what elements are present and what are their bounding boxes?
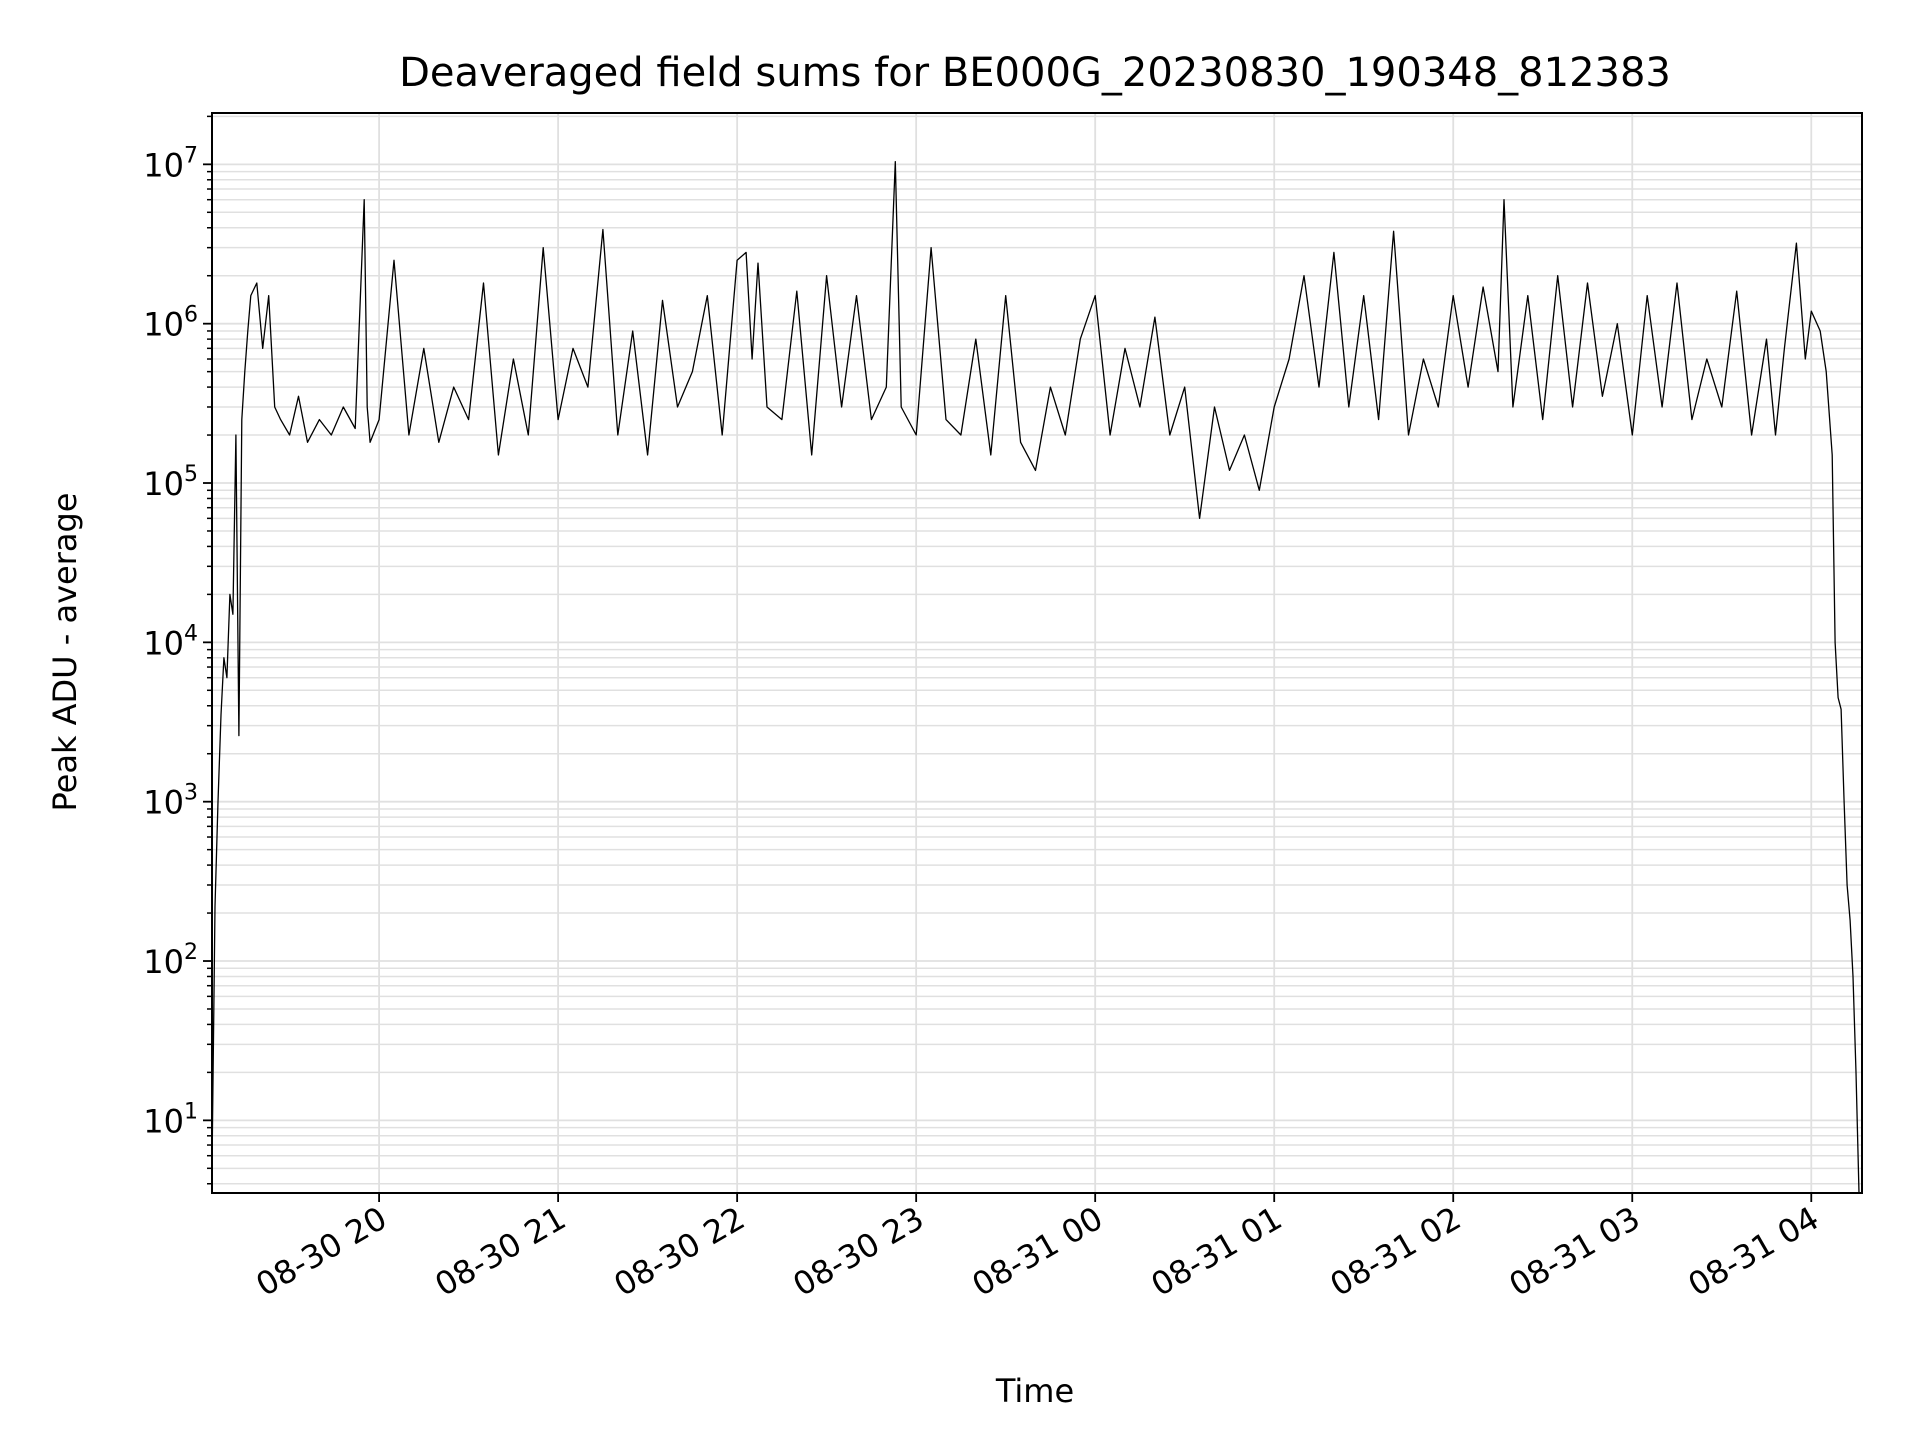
- y-tick-label: 102: [143, 940, 198, 981]
- y-tick-label: 106: [143, 303, 198, 344]
- plot-frame: [211, 112, 1863, 1194]
- y-tick-label: 101: [143, 1099, 198, 1140]
- series-line: [211, 160, 1860, 1194]
- y-axis-label: Peak ADU - average: [46, 493, 84, 812]
- chart-title: Deaveraged field sums for BE000G_2023083…: [399, 50, 1671, 96]
- y-tick-label: 103: [143, 781, 198, 822]
- data-layer: [211, 160, 1860, 1194]
- x-axis-label: Time: [995, 1372, 1074, 1410]
- grid: [212, 113, 1862, 1193]
- y-tick-label: 107: [143, 143, 198, 184]
- y-tick-label: 104: [143, 621, 198, 662]
- y-tick-label: 105: [143, 462, 198, 503]
